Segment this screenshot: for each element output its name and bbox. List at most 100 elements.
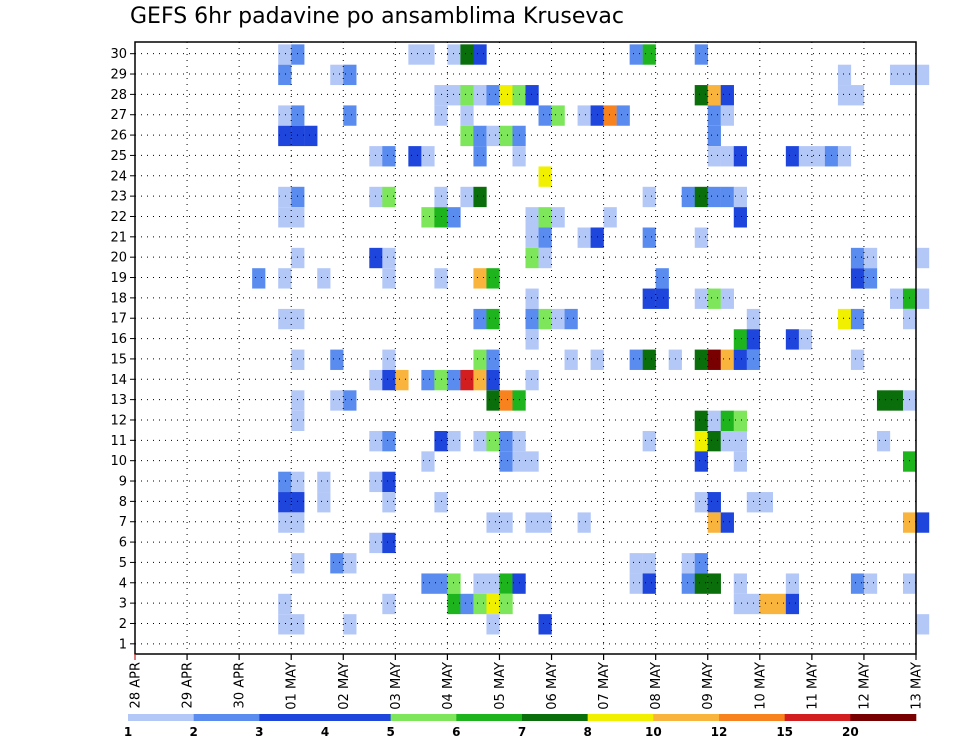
heatmap-cell xyxy=(512,125,526,147)
heatmap-cell xyxy=(720,410,734,431)
heatmap-cell xyxy=(525,207,539,228)
heatmap-cell xyxy=(473,349,487,370)
heatmap-cell xyxy=(343,614,357,635)
y-tick-label: 12 xyxy=(110,413,127,428)
heatmap-cell xyxy=(538,105,552,126)
heatmap-cell xyxy=(707,492,721,513)
heatmap-cell xyxy=(460,369,474,391)
heatmap-cell xyxy=(733,349,747,370)
y-tick-label: 10 xyxy=(110,454,127,469)
heatmap-cell xyxy=(473,573,487,594)
heatmap-cell xyxy=(642,288,656,309)
heatmap-cell xyxy=(369,247,383,269)
heatmap-cell xyxy=(486,308,500,330)
heatmap-cell xyxy=(395,369,409,391)
heatmap-cell xyxy=(499,512,513,533)
heatmap-cell xyxy=(577,512,591,533)
heatmap-cell xyxy=(330,553,344,574)
colorbar-swatch xyxy=(390,714,457,721)
heatmap-cell xyxy=(291,44,305,65)
heatmap-cell xyxy=(681,553,695,574)
heatmap-cell xyxy=(473,593,487,615)
heatmap-cells xyxy=(252,44,930,635)
x-tick-label: 01 MAY xyxy=(285,662,300,710)
colorbar-swatch xyxy=(850,714,917,721)
y-tick-label: 29 xyxy=(110,68,127,83)
heatmap-cell xyxy=(655,268,669,289)
x-tick-label: 13 MAY xyxy=(910,662,925,710)
heatmap-cell xyxy=(902,573,917,594)
heatmap-cell xyxy=(863,247,878,269)
heatmap-cell xyxy=(850,308,865,330)
colorbar-swatch xyxy=(128,714,194,721)
heatmap-cell xyxy=(876,431,891,452)
y-tick-label: 19 xyxy=(110,271,127,286)
heatmap-cell xyxy=(707,288,721,309)
heatmap-cell xyxy=(720,512,734,533)
heatmap-cell xyxy=(603,105,617,126)
colorbar-swatch xyxy=(587,714,654,721)
heatmap-cell xyxy=(707,349,721,370)
heatmap-cell xyxy=(525,247,539,269)
heatmap-cell xyxy=(369,471,383,493)
heatmap-cell xyxy=(798,146,813,167)
heatmap-cell xyxy=(278,471,292,493)
y-tick-label: 17 xyxy=(110,312,127,327)
y-tick-label: 20 xyxy=(110,251,127,266)
y-tick-label: 18 xyxy=(110,291,127,306)
heatmap-cell xyxy=(902,451,917,472)
y-tick-label: 13 xyxy=(110,393,127,408)
heatmap-cell xyxy=(590,349,604,370)
y-tick-label: 23 xyxy=(110,190,127,205)
heatmap-cell xyxy=(512,390,526,411)
heatmap-cell xyxy=(733,573,747,594)
heatmap-cell xyxy=(278,125,292,147)
heatmap-cell xyxy=(343,64,357,86)
heatmap-cell xyxy=(278,308,292,330)
heatmap-cell xyxy=(291,390,305,411)
heatmap-cell xyxy=(525,227,539,248)
heatmap-cell xyxy=(447,431,461,452)
colorbar-swatch xyxy=(193,714,260,721)
heatmap-cell xyxy=(850,349,865,370)
heatmap-cell xyxy=(733,329,747,350)
heatmap-cell xyxy=(330,64,344,86)
heatmap-cell xyxy=(382,369,396,391)
heatmap-cell xyxy=(369,369,383,391)
heatmap-cell xyxy=(837,64,852,86)
y-tick-label: 24 xyxy=(110,169,127,184)
heatmap-cell xyxy=(278,64,292,86)
heatmap-cell xyxy=(382,247,396,269)
colorbar-label: 2 xyxy=(189,725,197,739)
heatmap-cell xyxy=(408,146,422,167)
heatmap-cell xyxy=(733,146,747,167)
heatmap-cell xyxy=(642,44,656,65)
heatmap-cell xyxy=(746,593,760,615)
heatmap-cell xyxy=(694,451,708,472)
heatmap-cell xyxy=(525,512,539,533)
heatmap-cell xyxy=(707,125,721,147)
heatmap-cell xyxy=(850,573,865,594)
heatmap-cell xyxy=(733,431,747,452)
y-tick-label: 22 xyxy=(110,210,127,225)
heatmap-cell xyxy=(916,247,930,269)
heatmap-cell xyxy=(486,512,500,533)
heatmap-cell xyxy=(694,553,708,574)
heatmap-cell xyxy=(746,308,760,330)
heatmap-cell xyxy=(317,492,331,513)
heatmap-cell xyxy=(577,105,591,126)
heatmap-cell xyxy=(785,573,800,594)
y-tick-label: 25 xyxy=(110,149,127,164)
heatmap-cell xyxy=(460,593,474,615)
heatmap-cell xyxy=(512,85,526,106)
y-tick-label: 1 xyxy=(119,637,127,652)
heatmap-cell xyxy=(590,227,604,248)
heatmap-cell xyxy=(720,349,734,370)
heatmap-cell xyxy=(642,227,656,248)
heatmap-cell xyxy=(772,593,787,615)
colorbar-swatch xyxy=(325,714,391,721)
heatmap-cell xyxy=(668,349,682,370)
heatmap-cell xyxy=(473,308,487,330)
heatmap-cell xyxy=(343,553,357,574)
heatmap-cell xyxy=(421,369,435,391)
